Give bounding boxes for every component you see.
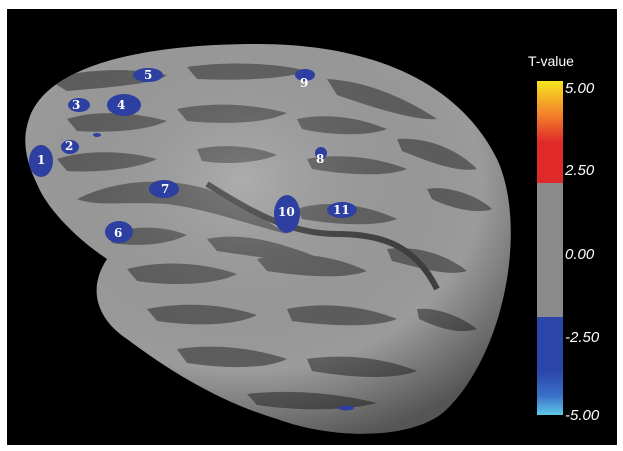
- region-label-10: 10: [278, 205, 295, 219]
- region-label-11: 11: [333, 203, 350, 217]
- cluster-3: [68, 98, 90, 112]
- brain-surface: 1 2 3 4 5 6 7 8 9 10 11: [25, 44, 511, 434]
- cluster-1: [29, 145, 53, 177]
- tick-neg-2-5: -2.50: [565, 329, 600, 346]
- cluster-9: [295, 69, 315, 81]
- region-label-2: 2: [65, 139, 73, 153]
- colorbar-neutral: [537, 183, 563, 317]
- cluster-11: [327, 202, 357, 218]
- tick-neg-5: -5.00: [565, 407, 600, 424]
- cluster-4: [107, 94, 141, 116]
- cluster-10: [274, 195, 300, 233]
- region-label-5: 5: [144, 68, 152, 82]
- tick-0: 0.00: [565, 246, 595, 263]
- cluster-8: [315, 147, 327, 159]
- legend-title: T-value: [528, 53, 574, 69]
- region-label-4: 4: [117, 98, 125, 112]
- colorbar-positive: [537, 81, 563, 183]
- figure-frame: 1 2 3 4 5 6 7 8 9 10 11 T-value: [7, 9, 617, 445]
- cluster-2: [61, 140, 79, 154]
- cluster-6: [105, 221, 133, 243]
- region-label-3: 3: [72, 98, 80, 112]
- region-label-6: 6: [114, 226, 122, 240]
- region-label-9: 9: [300, 76, 308, 90]
- region-label-8: 8: [316, 152, 324, 166]
- region-label-1: 1: [37, 153, 45, 167]
- tick-5: 5.00: [565, 80, 595, 97]
- tick-2-5: 2.50: [565, 162, 595, 179]
- colorbar-negative: [537, 317, 563, 415]
- colorbar: [537, 81, 563, 415]
- cluster-7: [149, 180, 179, 198]
- cluster-5: [133, 68, 163, 82]
- region-label-7: 7: [161, 182, 169, 196]
- activation-clusters: [29, 68, 357, 411]
